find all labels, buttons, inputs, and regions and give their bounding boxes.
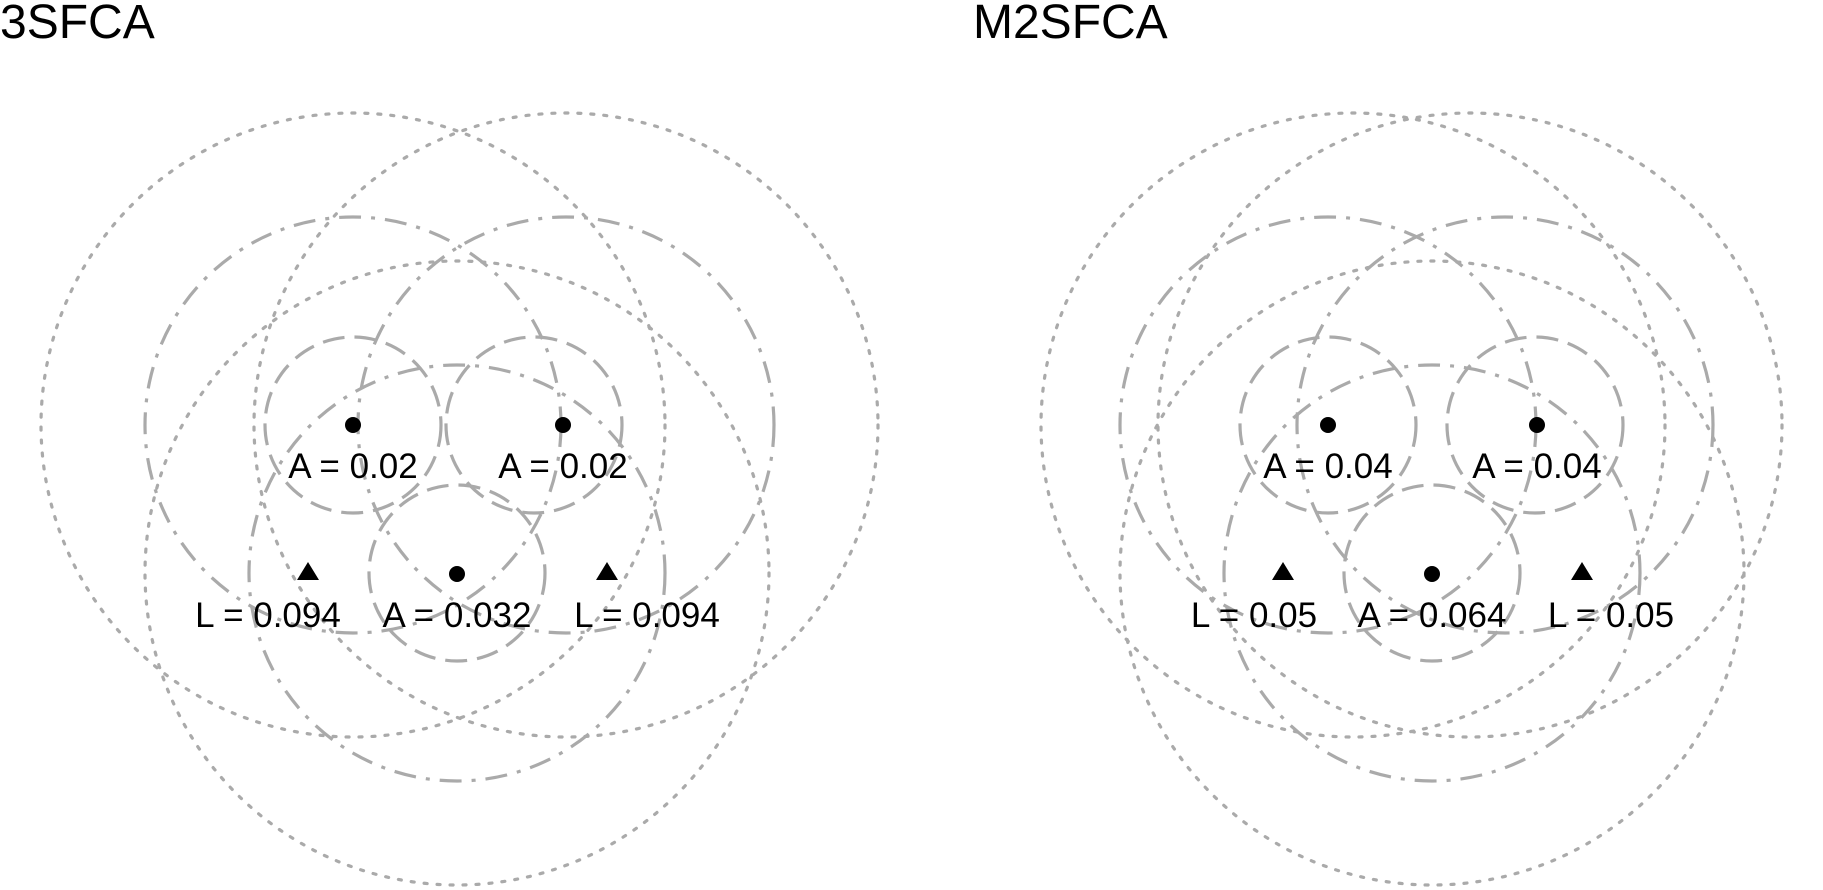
triangle-marker-icon [297,562,319,580]
ring-dotdash-3 [1222,363,1642,783]
ring-dotted-2 [252,111,880,739]
circle-marker-icon [555,417,571,433]
ring-dotted-1 [39,111,667,739]
ring-dashed-2 [1445,335,1625,515]
triangle-marker-icon [1272,562,1294,580]
node-label: A = 0.02 [498,447,627,486]
ring-dotted-1 [1039,111,1667,739]
circle-marker-icon [449,566,465,582]
ring-dotted-3 [1118,259,1746,887]
ring-dotted-3 [143,259,771,887]
ring-dotdash-3 [247,363,667,783]
node-label: L = 0.05 [1548,596,1674,635]
demand-node-2: A = 0.04 [1472,417,1602,486]
ring-dashed-3 [367,483,547,663]
panel-m2sfca: M2SFCA A = 0.04 A = 0.04 A = 0.064 L = 0… [973,0,1784,887]
supply-node-2: L = 0.094 [574,562,720,635]
panel-title-m2sfca: M2SFCA [973,0,1168,49]
supply-node-1: L = 0.094 [195,562,341,635]
node-label: A = 0.064 [1358,596,1507,635]
circle-marker-icon [1529,417,1545,433]
ring-dashed-1 [1238,335,1418,515]
circle-marker-icon [345,417,361,433]
node-label: L = 0.094 [195,596,341,635]
demand-node-1: A = 0.04 [1263,417,1393,486]
supply-node-1: L = 0.05 [1191,562,1317,635]
ring-dotdash-2 [1295,215,1715,635]
node-label: A = 0.02 [288,447,417,486]
ring-dashed-3 [1342,483,1522,663]
node-label: A = 0.032 [383,596,532,635]
circle-marker-icon [1320,417,1336,433]
node-label: A = 0.04 [1263,447,1392,486]
catchment-rings [39,111,880,887]
catchment-rings [1039,111,1784,887]
triangle-marker-icon [1571,562,1593,580]
node-label: L = 0.05 [1191,596,1317,635]
demand-node-2: A = 0.02 [498,417,628,486]
ring-dashed-1 [263,335,443,515]
panel-3sfca: 3SFCA A = 0.02 A = 0.02 A = 0.032 L = 0.… [0,0,880,887]
triangle-marker-icon [596,562,618,580]
circle-marker-icon [1424,566,1440,582]
ring-dashed-2 [444,335,624,515]
supply-node-2: L = 0.05 [1548,562,1674,635]
panel-title-3sfca: 3SFCA [0,0,155,49]
demand-node-3: A = 0.064 [1358,566,1507,635]
demand-node-1: A = 0.02 [288,417,418,486]
node-label: L = 0.094 [574,596,720,635]
ring-dotted-2 [1156,111,1784,739]
node-label: A = 0.04 [1472,447,1601,486]
demand-node-3: A = 0.032 [383,566,532,635]
